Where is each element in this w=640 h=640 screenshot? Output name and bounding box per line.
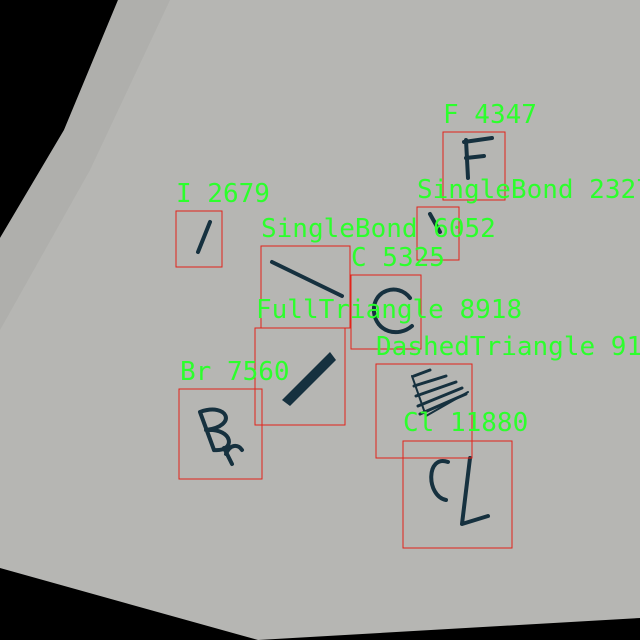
glyph-i [196,220,212,254]
box-full-triangle [254,327,346,426]
glyph-cl [429,456,490,526]
glyph-c [371,287,414,335]
glyph-f [462,136,494,180]
glyph-single-bond-long [270,260,344,298]
label-i: I 2679 [176,179,270,209]
box-f [442,131,506,201]
box-c [350,274,422,350]
box-cl [402,440,513,549]
label-single-bond-long: SingleBond 6052 [261,214,496,244]
glyph-single-bond-small [428,212,442,234]
glyph-dashed-triangle [411,368,469,417]
box-br [178,388,263,480]
detection-labels: F 4347 SingleBond 2327 I 2679 SingleBond… [176,100,640,438]
box-single-bond-small [416,206,460,261]
label-cl: Cl 11880 [403,408,528,438]
label-single-bond-small: SingleBond 2327 [417,175,640,205]
glyph-full-triangle [282,352,336,406]
label-c: C 5325 [351,243,445,273]
label-f: F 4347 [443,100,537,130]
box-dashed-triangle [375,363,473,459]
box-i [175,210,223,268]
label-dashed-triangle: DashedTriangle 9117 [376,332,640,362]
handwriting [196,136,494,526]
label-full-triangle: FullTriangle 8918 [256,295,522,325]
glyph-br [198,407,244,466]
detection-boxes [175,131,513,549]
paper-shadow [0,0,170,330]
label-br: Br 7560 [180,357,290,387]
